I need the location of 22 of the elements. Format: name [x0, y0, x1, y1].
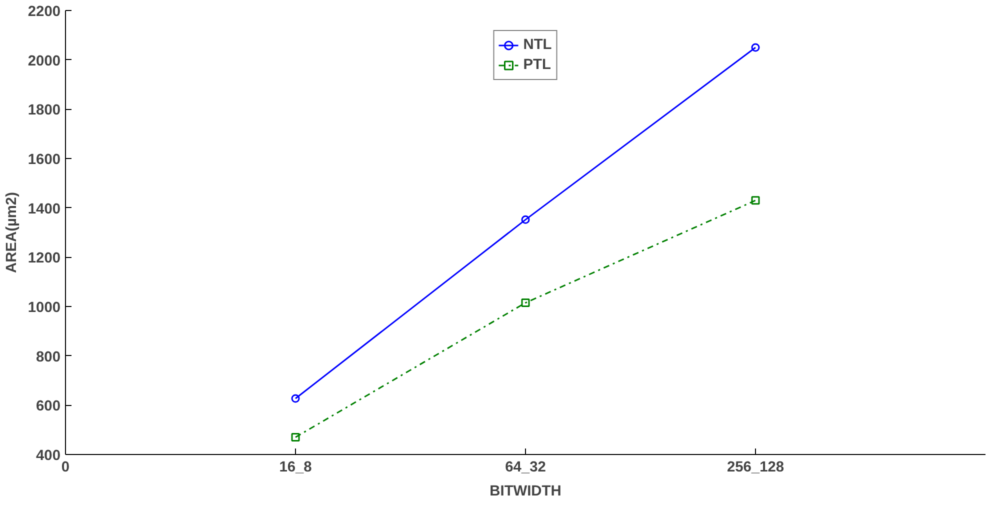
x-tick-label: 0 — [61, 460, 70, 476]
x-axis-title: BITWIDTH — [490, 484, 562, 500]
y-tick-label: 1400 — [28, 201, 61, 218]
point — [521, 298, 530, 308]
y-tick-label: 1000 — [28, 300, 61, 316]
y-tick-label: 2200 — [28, 4, 61, 20]
point — [521, 215, 530, 224]
point — [291, 432, 300, 442]
y-tick-label: 2000 — [28, 53, 61, 70]
y-tick-label: 1800 — [28, 102, 61, 119]
y-tick-label: 1600 — [28, 152, 61, 168]
y-axis-title: AREA(µm2) — [4, 192, 20, 273]
x-tick-label: 64_32 — [505, 460, 546, 476]
legend-label: NTL — [523, 37, 552, 53]
x-tick-label: 256_128 — [726, 460, 784, 476]
y-tick-label: 400 — [36, 448, 61, 464]
y-tick-label: 600 — [36, 398, 61, 415]
point — [751, 196, 760, 205]
y-tick-label: 800 — [36, 349, 61, 366]
x-tick-label: 16_8 — [279, 460, 312, 476]
y-tick-label: 1200 — [28, 250, 61, 267]
legend-label: PTL — [523, 57, 551, 73]
